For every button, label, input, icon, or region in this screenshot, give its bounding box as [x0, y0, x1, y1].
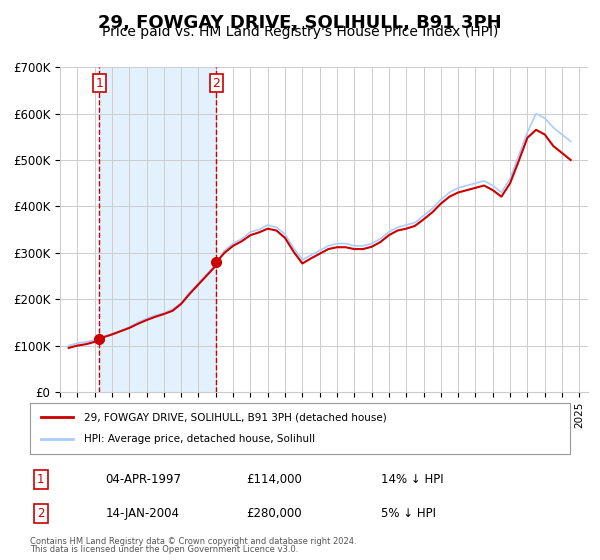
Text: 14-JAN-2004: 14-JAN-2004 [106, 507, 179, 520]
Text: 14% ↓ HPI: 14% ↓ HPI [381, 473, 443, 486]
Text: 1: 1 [95, 77, 103, 90]
Text: 29, FOWGAY DRIVE, SOLIHULL, B91 3PH (detached house): 29, FOWGAY DRIVE, SOLIHULL, B91 3PH (det… [84, 412, 387, 422]
Bar [99, 67, 217, 392]
Text: 5% ↓ HPI: 5% ↓ HPI [381, 507, 436, 520]
Text: Price paid vs. HM Land Registry's House Price Index (HPI): Price paid vs. HM Land Registry's House … [102, 25, 498, 39]
Text: £114,000: £114,000 [246, 473, 302, 486]
Text: 1: 1 [37, 473, 44, 486]
Text: £280,000: £280,000 [246, 507, 302, 520]
Text: 2: 2 [37, 507, 44, 520]
Text: HPI: Average price, detached house, Solihull: HPI: Average price, detached house, Soli… [84, 435, 315, 445]
Text: Contains HM Land Registry data © Crown copyright and database right 2024.: Contains HM Land Registry data © Crown c… [30, 537, 356, 546]
Text: This data is licensed under the Open Government Licence v3.0.: This data is licensed under the Open Gov… [30, 545, 298, 554]
Text: 29, FOWGAY DRIVE, SOLIHULL, B91 3PH: 29, FOWGAY DRIVE, SOLIHULL, B91 3PH [98, 14, 502, 32]
Text: 2: 2 [212, 77, 220, 90]
Text: 04-APR-1997: 04-APR-1997 [106, 473, 182, 486]
